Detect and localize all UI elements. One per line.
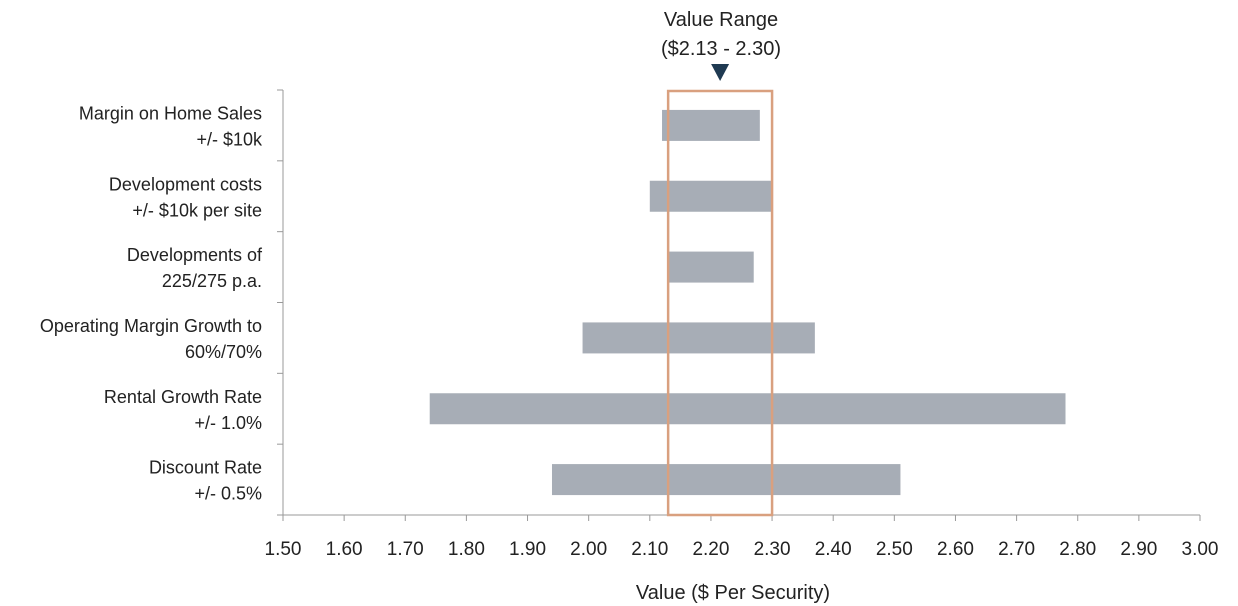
- x-tick-label: 3.00: [1182, 539, 1219, 560]
- category-label-line1: Rental Growth Rate: [104, 387, 262, 407]
- range-bar: [668, 251, 754, 283]
- x-tick-label: 1.60: [326, 539, 363, 560]
- x-tick-label: 2.70: [998, 539, 1035, 560]
- x-tick-label: 2.90: [1120, 539, 1157, 560]
- x-tick-label: 1.90: [509, 539, 546, 560]
- value-marker-triangle: [711, 64, 730, 81]
- category-label-line2: 225/275 p.a.: [162, 271, 262, 291]
- category-label-line1: Development costs: [109, 174, 262, 194]
- x-tick-label: 2.10: [631, 539, 668, 560]
- category-label-line2: +/- 1.0%: [194, 413, 262, 433]
- category-labels: Margin on Home Sales +/- $10k Development …: [40, 103, 263, 503]
- x-tick-label: 1.70: [387, 539, 424, 560]
- range-bar: [649, 180, 773, 212]
- x-tick-label: 2.60: [937, 539, 974, 560]
- value-range-title: Value Range: [664, 9, 778, 31]
- category-label-line2: 60%/70%: [185, 342, 262, 362]
- x-tick-label: 2.80: [1059, 539, 1096, 560]
- range-bar: [662, 109, 760, 141]
- category-label-line1: Margin on Home Sales: [79, 103, 262, 123]
- range-bar: [582, 322, 815, 354]
- category-label-line1: Operating Margin Growth to: [40, 316, 262, 336]
- bars-layer: [429, 109, 1066, 496]
- x-tick-label: 1.50: [265, 539, 302, 560]
- x-axis: 1.50 1.60 1.70 1.80 1.90 2.00 2.10 2.20 2.30 2.40…: [265, 89, 1219, 560]
- value-range-box: [666, 89, 774, 517]
- x-tick-label: 2.30: [754, 539, 791, 560]
- x-axis-title: Value ($ Per Security): [636, 582, 830, 604]
- x-tick-label: 2.00: [570, 539, 607, 560]
- category-label-line1: Discount Rate: [149, 458, 262, 478]
- range-bar: [551, 464, 901, 496]
- value-range-subtitle: ($2.13 - 2.30): [661, 38, 781, 60]
- category-label-line2: +/- $10k per site: [132, 200, 262, 220]
- value-range-header: Value Range ($2.13 - 2.30): [661, 9, 781, 81]
- category-label-line1: Developments of: [127, 245, 263, 265]
- category-label-line2: +/- $10k: [196, 129, 263, 149]
- x-tick-label: 2.20: [692, 539, 729, 560]
- x-tick-label: 2.50: [876, 539, 913, 560]
- category-label-line2: +/- 0.5%: [194, 484, 262, 504]
- x-tick-label: 1.80: [448, 539, 485, 560]
- range-bar: [429, 393, 1066, 425]
- x-tick-label: 2.40: [815, 539, 852, 560]
